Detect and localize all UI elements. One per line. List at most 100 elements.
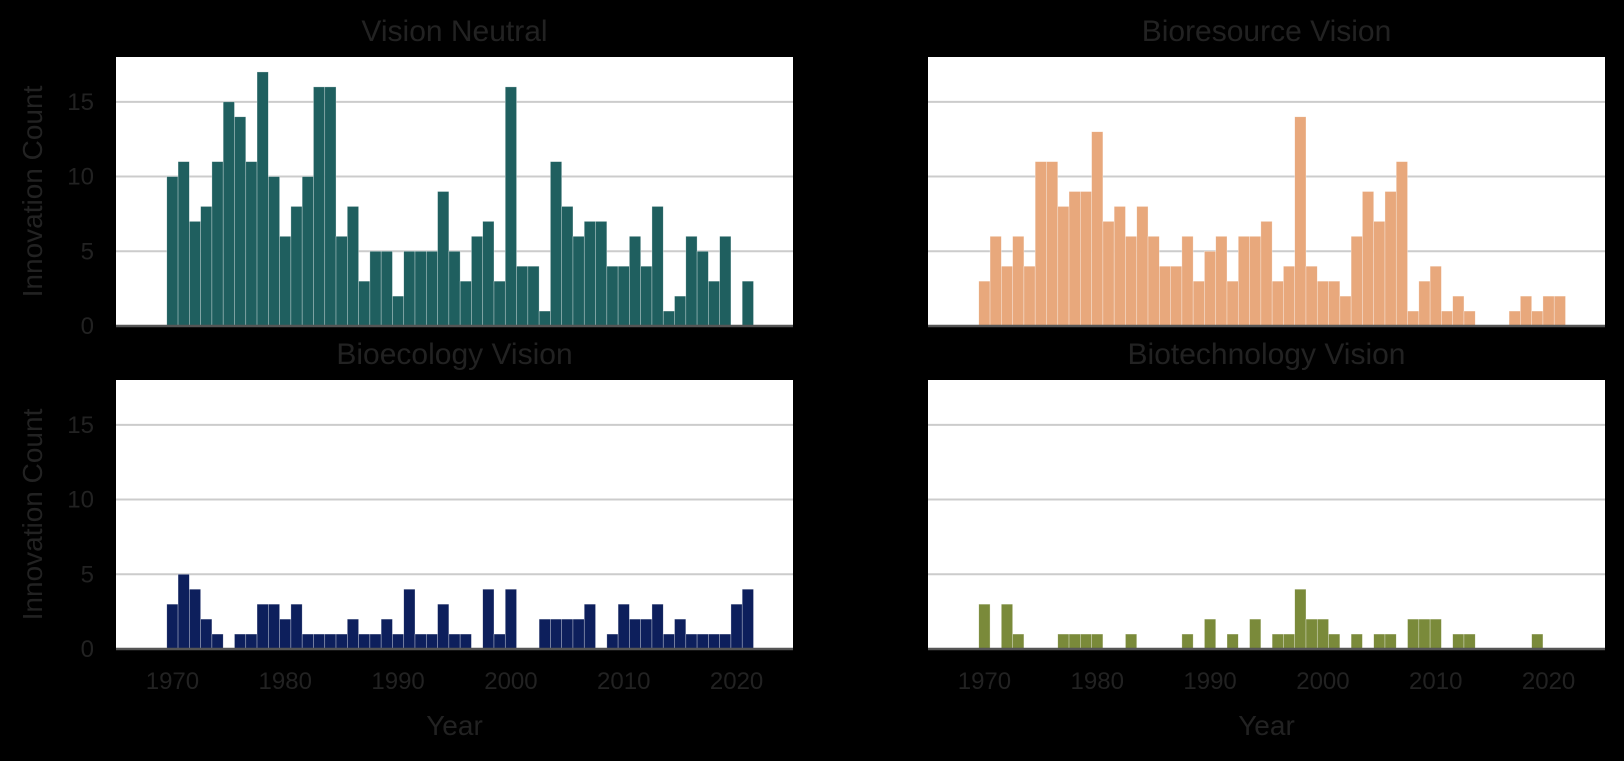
y-axis-label: Innovation Count	[17, 85, 48, 297]
bar	[392, 295, 405, 327]
y-tick-label: 10	[67, 164, 94, 191]
bar	[1441, 310, 1453, 327]
bar	[662, 310, 675, 327]
bar	[358, 633, 371, 650]
bar	[538, 618, 551, 650]
bar	[403, 250, 416, 327]
bar	[380, 618, 393, 650]
bar	[1271, 280, 1284, 327]
bar	[245, 633, 258, 650]
bar	[730, 603, 743, 650]
bar	[685, 236, 698, 327]
bar	[1339, 295, 1352, 327]
bar	[516, 265, 529, 327]
bar	[471, 236, 484, 327]
bar	[696, 250, 709, 327]
bar	[1305, 265, 1318, 327]
x-tick-label: 2010	[1409, 668, 1462, 695]
bar	[1249, 236, 1262, 327]
bar	[1328, 633, 1341, 650]
x-tick-label: 1980	[1071, 668, 1124, 695]
bar	[1508, 310, 1521, 327]
bar	[482, 588, 495, 650]
bar	[1305, 618, 1318, 650]
bar	[1452, 295, 1465, 327]
bar	[1316, 618, 1329, 650]
bar	[189, 588, 201, 650]
bar	[1237, 236, 1250, 327]
bar	[1362, 191, 1374, 327]
bar	[1001, 265, 1013, 327]
bar	[189, 221, 201, 327]
bar	[1147, 236, 1160, 327]
bar	[347, 206, 359, 327]
bar	[1125, 236, 1138, 327]
chart-title: Bioresource Vision	[1142, 15, 1392, 48]
bar	[324, 86, 337, 327]
bar	[414, 633, 427, 650]
bar	[200, 618, 213, 650]
bar	[606, 265, 619, 327]
bar	[1294, 588, 1307, 650]
bar	[211, 161, 224, 327]
bar	[1113, 206, 1126, 327]
bar	[1294, 116, 1307, 327]
bar	[1226, 280, 1239, 327]
bar	[425, 633, 438, 650]
bar	[538, 310, 551, 327]
bar	[1531, 633, 1544, 650]
y-axis-label: Innovation Count	[17, 408, 48, 620]
bar	[166, 603, 179, 650]
bar	[1159, 265, 1171, 327]
bar	[1204, 618, 1217, 650]
bar	[1091, 131, 1104, 327]
bar	[1260, 221, 1273, 327]
bar	[380, 250, 393, 327]
x-tick-label: 2020	[1522, 668, 1575, 695]
bar	[1034, 161, 1047, 327]
bar	[1283, 633, 1296, 650]
bar	[719, 236, 732, 327]
bar	[1384, 191, 1397, 327]
y-tick-label: 15	[67, 412, 94, 439]
y-tick-label: 0	[81, 636, 94, 663]
bar	[1125, 633, 1138, 650]
bar	[437, 191, 450, 327]
chart-panel-1: Vision Neutral 0 5 10 15 Innovation Count	[17, 15, 793, 340]
y-tick-label: 15	[67, 89, 94, 116]
y-tick-label: 5	[81, 561, 94, 588]
chart-panel-4: Biotechnology Vision 1970 1980 1990 2000 2010…	[928, 338, 1605, 741]
bar	[324, 633, 337, 650]
bar	[1271, 633, 1284, 650]
bar	[1542, 295, 1555, 327]
bar	[279, 236, 292, 327]
bar	[550, 161, 562, 327]
x-axis-label: Year	[1238, 710, 1295, 741]
bar	[1429, 618, 1442, 650]
bar	[1373, 221, 1386, 327]
x-tick-label: 1970	[958, 668, 1011, 695]
chart-panel-2: Bioresource Vision	[928, 15, 1605, 328]
bar	[177, 573, 190, 650]
bar	[313, 633, 326, 650]
bar	[527, 265, 540, 327]
bar	[290, 206, 303, 327]
bar	[1407, 310, 1420, 327]
bar	[708, 633, 720, 650]
bar	[1328, 280, 1341, 327]
bar	[1170, 265, 1183, 327]
bar	[561, 618, 574, 650]
bar	[978, 603, 991, 650]
bar	[301, 633, 314, 650]
x-tick-label: 2020	[710, 668, 763, 695]
x-tick-label: 2000	[1296, 668, 1349, 695]
bar	[211, 633, 224, 650]
bar	[741, 280, 754, 327]
bar	[279, 618, 292, 650]
bar	[1181, 633, 1194, 650]
bar	[583, 221, 596, 327]
bar	[1068, 191, 1081, 327]
x-tick-label: 1970	[146, 668, 199, 695]
plot-area	[116, 380, 793, 649]
bar	[662, 633, 675, 650]
